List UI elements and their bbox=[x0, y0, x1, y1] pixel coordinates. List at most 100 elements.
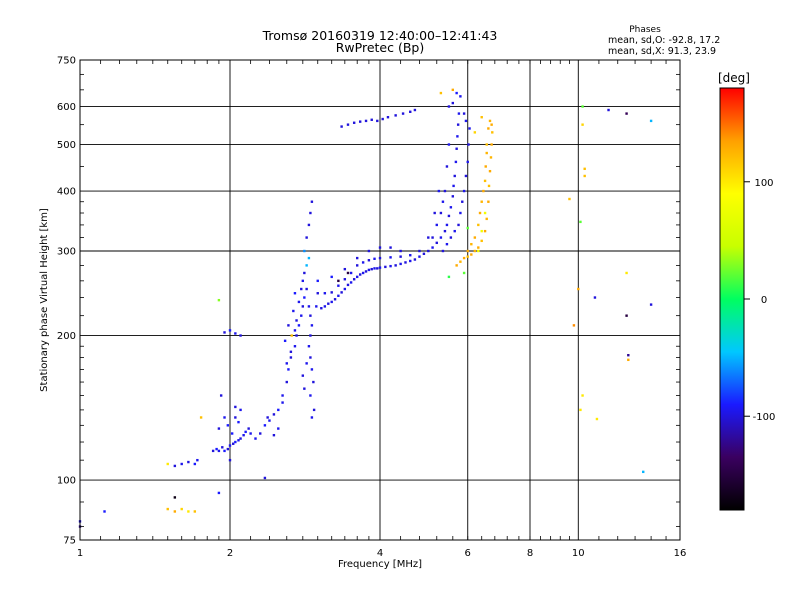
data-point bbox=[394, 264, 397, 267]
data-point bbox=[441, 200, 445, 203]
data-point bbox=[217, 491, 221, 495]
data-point bbox=[301, 279, 305, 283]
data-point bbox=[323, 305, 327, 308]
data-point bbox=[427, 236, 430, 239]
data-point bbox=[451, 195, 455, 198]
data-point bbox=[349, 271, 353, 275]
data-point bbox=[593, 296, 597, 299]
data-point bbox=[477, 223, 480, 227]
data-point bbox=[301, 374, 305, 377]
data-point bbox=[320, 307, 323, 310]
data-point bbox=[452, 184, 455, 188]
data-point bbox=[389, 246, 392, 249]
data-point bbox=[439, 211, 443, 215]
data-point bbox=[595, 417, 599, 421]
data-point bbox=[315, 305, 318, 308]
data-point bbox=[489, 156, 493, 159]
data-point bbox=[445, 242, 449, 246]
data-point bbox=[477, 249, 480, 253]
data-point bbox=[292, 309, 295, 313]
data-point bbox=[215, 447, 218, 451]
data-point bbox=[389, 264, 392, 268]
data-point bbox=[287, 324, 290, 327]
data-point bbox=[309, 356, 312, 359]
data-point bbox=[367, 259, 371, 262]
phases-title: Phases bbox=[629, 25, 661, 35]
data-point bbox=[404, 261, 407, 264]
data-point bbox=[173, 464, 177, 468]
data-point bbox=[577, 287, 580, 291]
data-point bbox=[376, 267, 379, 270]
data-point bbox=[459, 95, 462, 98]
data-point bbox=[401, 112, 405, 115]
data-point bbox=[226, 424, 230, 427]
data-point bbox=[367, 249, 371, 253]
data-point bbox=[337, 284, 340, 287]
data-point bbox=[462, 112, 466, 115]
data-point bbox=[462, 271, 466, 275]
data-point bbox=[625, 314, 628, 317]
data-point bbox=[488, 119, 492, 123]
data-point bbox=[462, 189, 466, 193]
data-point bbox=[447, 214, 451, 218]
data-point bbox=[272, 413, 276, 416]
data-point bbox=[457, 223, 460, 227]
data-point bbox=[381, 117, 384, 121]
data-point bbox=[459, 260, 462, 263]
x-tick-label: 1 bbox=[77, 548, 83, 559]
data-point bbox=[627, 353, 630, 357]
data-point bbox=[307, 345, 311, 348]
data-point bbox=[173, 496, 177, 499]
plot-frame bbox=[79, 59, 681, 541]
data-point bbox=[230, 432, 234, 435]
data-point bbox=[449, 206, 453, 209]
data-point bbox=[234, 405, 237, 409]
data-point bbox=[435, 241, 438, 245]
x-axis-label: Frequency [MHz] bbox=[338, 559, 422, 570]
y-tick-label: 500 bbox=[57, 140, 76, 151]
data-point bbox=[217, 427, 221, 430]
data-point bbox=[607, 108, 610, 112]
data-point bbox=[431, 246, 434, 249]
data-point bbox=[193, 510, 197, 513]
data-point bbox=[285, 362, 288, 365]
data-point bbox=[480, 239, 483, 243]
data-point bbox=[223, 416, 226, 419]
data-point bbox=[485, 143, 488, 146]
colorbar-label: [deg] bbox=[718, 71, 750, 85]
data-point bbox=[572, 324, 576, 327]
y-tick-label: 400 bbox=[57, 187, 76, 198]
data-point bbox=[263, 476, 267, 480]
data-point bbox=[180, 507, 183, 511]
x-tick-label: 8 bbox=[527, 548, 533, 559]
data-point bbox=[316, 279, 319, 283]
data-point bbox=[480, 116, 483, 119]
data-point bbox=[457, 112, 461, 115]
data-point bbox=[482, 189, 485, 193]
data-point bbox=[373, 267, 376, 270]
data-point bbox=[196, 458, 199, 462]
data-point bbox=[470, 242, 473, 246]
phases-stat-x: mean, sd,X: 91.3, 23.9 bbox=[608, 46, 716, 57]
data-point bbox=[343, 287, 347, 291]
data-point bbox=[451, 88, 455, 92]
phases-stat-o: mean, sd,O: -92.8, 17.2 bbox=[608, 35, 720, 46]
data-point bbox=[310, 324, 314, 327]
data-point bbox=[237, 420, 240, 424]
data-point bbox=[483, 211, 487, 215]
data-point bbox=[307, 256, 311, 260]
data-point bbox=[307, 305, 311, 308]
data-point bbox=[310, 200, 314, 203]
data-point bbox=[483, 229, 487, 233]
data-point bbox=[491, 131, 494, 134]
data-point bbox=[473, 249, 477, 253]
data-point bbox=[295, 319, 298, 322]
data-point bbox=[418, 255, 421, 258]
data-point bbox=[583, 167, 586, 171]
data-point bbox=[376, 119, 379, 123]
data-point bbox=[487, 200, 490, 203]
data-point bbox=[358, 120, 362, 123]
data-point bbox=[435, 223, 438, 227]
data-point bbox=[466, 226, 469, 230]
data-point bbox=[303, 387, 306, 390]
